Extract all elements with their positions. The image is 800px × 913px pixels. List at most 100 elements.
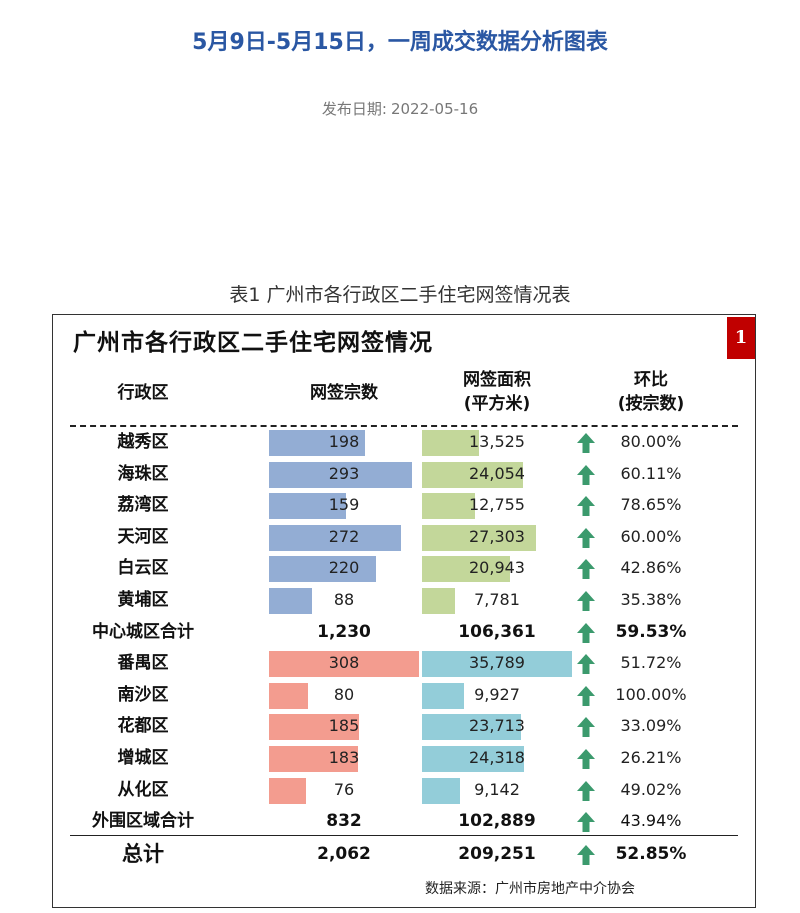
up-arrow-icon	[575, 780, 597, 802]
count-value: 1,230	[317, 621, 371, 642]
area-value: 23,713	[469, 716, 525, 736]
subtotal-row: 中心城区合计 1,230 106,361 59.53%	[53, 617, 755, 647]
area-bar	[422, 524, 537, 551]
ratio-value: 52.85%	[615, 844, 687, 864]
ratio-value: 42.86%	[620, 558, 682, 578]
header-district: 行政区	[53, 381, 233, 405]
table-caption: 表1 广州市各行政区二手住宅网签情况表	[229, 284, 571, 306]
count-value: 220	[328, 558, 360, 578]
count-bar	[269, 746, 359, 772]
count-bar	[269, 524, 402, 551]
table-row: 海珠区 293 24,054 60.11%	[53, 459, 755, 489]
count-bar	[269, 682, 308, 709]
header-count: 网签宗数	[269, 381, 419, 405]
header-count-label: 网签宗数	[310, 383, 378, 403]
up-arrow-icon	[575, 527, 597, 549]
area-value: 20,943	[469, 558, 525, 578]
table-row: 增城区 183 24,318 26.21%	[53, 743, 755, 773]
area-bar	[422, 588, 455, 614]
count-value: 293	[328, 463, 360, 483]
district-name: 中心城区合计	[92, 621, 194, 642]
count-value: 159	[328, 495, 360, 515]
publish-date: 发布日期: 2022-05-16	[0, 98, 800, 119]
subtotal-row: 外围区域合计 832 102,889 43.94%	[53, 806, 755, 836]
area-value: 102,889	[458, 811, 536, 832]
area-value: 35,789	[469, 653, 525, 673]
up-arrow-icon	[575, 495, 597, 517]
ratio-value: 60.11%	[620, 463, 682, 483]
up-arrow-icon	[575, 716, 597, 738]
area-bar	[422, 556, 510, 583]
district-name: 从化区	[117, 779, 169, 800]
header-area-line1: 网签面积	[463, 370, 531, 390]
ratio-value: 33.09%	[620, 716, 682, 736]
district-name: 黄埔区	[117, 590, 169, 610]
count-bar	[269, 461, 412, 488]
count-value: 198	[328, 432, 360, 451]
up-arrow-icon	[575, 590, 597, 612]
count-value: 76	[333, 779, 355, 799]
count-value: 272	[328, 526, 360, 546]
district-name: 荔湾区	[117, 495, 169, 516]
count-value: 832	[326, 811, 362, 832]
table-row: 南沙区 80 9,927 100.00%	[53, 680, 755, 710]
ratio-value: 49.02%	[620, 779, 682, 799]
area-bar	[422, 651, 572, 678]
count-bar	[269, 777, 306, 804]
area-bar	[422, 461, 523, 488]
area-value: 12,755	[469, 495, 525, 515]
area-bar	[422, 682, 464, 709]
ratio-value: 80.00%	[620, 432, 682, 451]
count-value: 183	[328, 748, 360, 767]
total-divider	[70, 835, 738, 836]
area-value: 13,525	[469, 432, 525, 451]
area-value: 7,781	[474, 590, 520, 609]
up-arrow-icon	[575, 622, 597, 644]
ratio-value: 43.94%	[620, 811, 682, 831]
table-row: 番禺区 308 35,789 51.72%	[53, 648, 755, 678]
count-bar	[269, 651, 419, 678]
area-bar	[422, 746, 524, 772]
count-value: 185	[328, 716, 360, 736]
area-bar	[422, 777, 461, 804]
header-area-line2: (平方米)	[463, 394, 531, 414]
area-value: 24,054	[469, 463, 525, 483]
up-arrow-icon	[575, 844, 597, 866]
page-title: 5月9日-5月15日，一周成交数据分析图表	[192, 30, 608, 55]
table-row: 天河区 272 27,303 60.00%	[53, 522, 755, 552]
area-value: 209,251	[458, 844, 536, 864]
count-value: 308	[328, 653, 360, 673]
district-name: 花都区	[117, 716, 169, 737]
area-bar	[422, 714, 522, 741]
count-value: 2,062	[317, 844, 371, 864]
count-bar	[269, 714, 360, 741]
count-bar	[269, 493, 347, 520]
count-bar	[269, 556, 377, 583]
district-name: 南沙区	[117, 684, 169, 705]
district-name: 白云区	[117, 558, 169, 579]
area-value: 27,303	[469, 526, 525, 546]
ratio-value: 60.00%	[620, 526, 682, 546]
table-row: 荔湾区 159 12,755 78.65%	[53, 490, 755, 520]
count-value: 80	[333, 684, 355, 704]
table-row: 花都区 185 23,713 33.09%	[53, 711, 755, 741]
data-table-image: 广州市各行政区二手住宅网签情况 1 行政区 网签宗数 网签面积 (平方米) 环比…	[52, 314, 756, 908]
up-arrow-icon	[575, 653, 597, 675]
district-name: 天河区	[117, 526, 169, 547]
ratio-value: 35.38%	[620, 590, 682, 609]
district-name: 增城区	[117, 748, 169, 768]
area-value: 9,927	[474, 684, 520, 704]
table-row: 从化区 76 9,142 49.02%	[53, 775, 755, 805]
header-area: 网签面积 (平方米)	[422, 368, 572, 416]
page-number-badge: 1	[727, 317, 755, 359]
header-district-label: 行政区	[117, 383, 169, 403]
data-source: 数据来源：广州市房地产中介协会	[425, 881, 635, 897]
count-value: 88	[333, 590, 355, 609]
district-name: 总计	[122, 842, 164, 866]
up-arrow-icon	[575, 748, 597, 770]
table-row: 白云区 220 20,943 42.86%	[53, 553, 755, 583]
district-name: 海珠区	[117, 463, 169, 484]
ratio-value: 78.65%	[620, 495, 682, 515]
up-arrow-icon	[575, 464, 597, 486]
publish-date-label: 发布日期:	[321, 100, 387, 118]
